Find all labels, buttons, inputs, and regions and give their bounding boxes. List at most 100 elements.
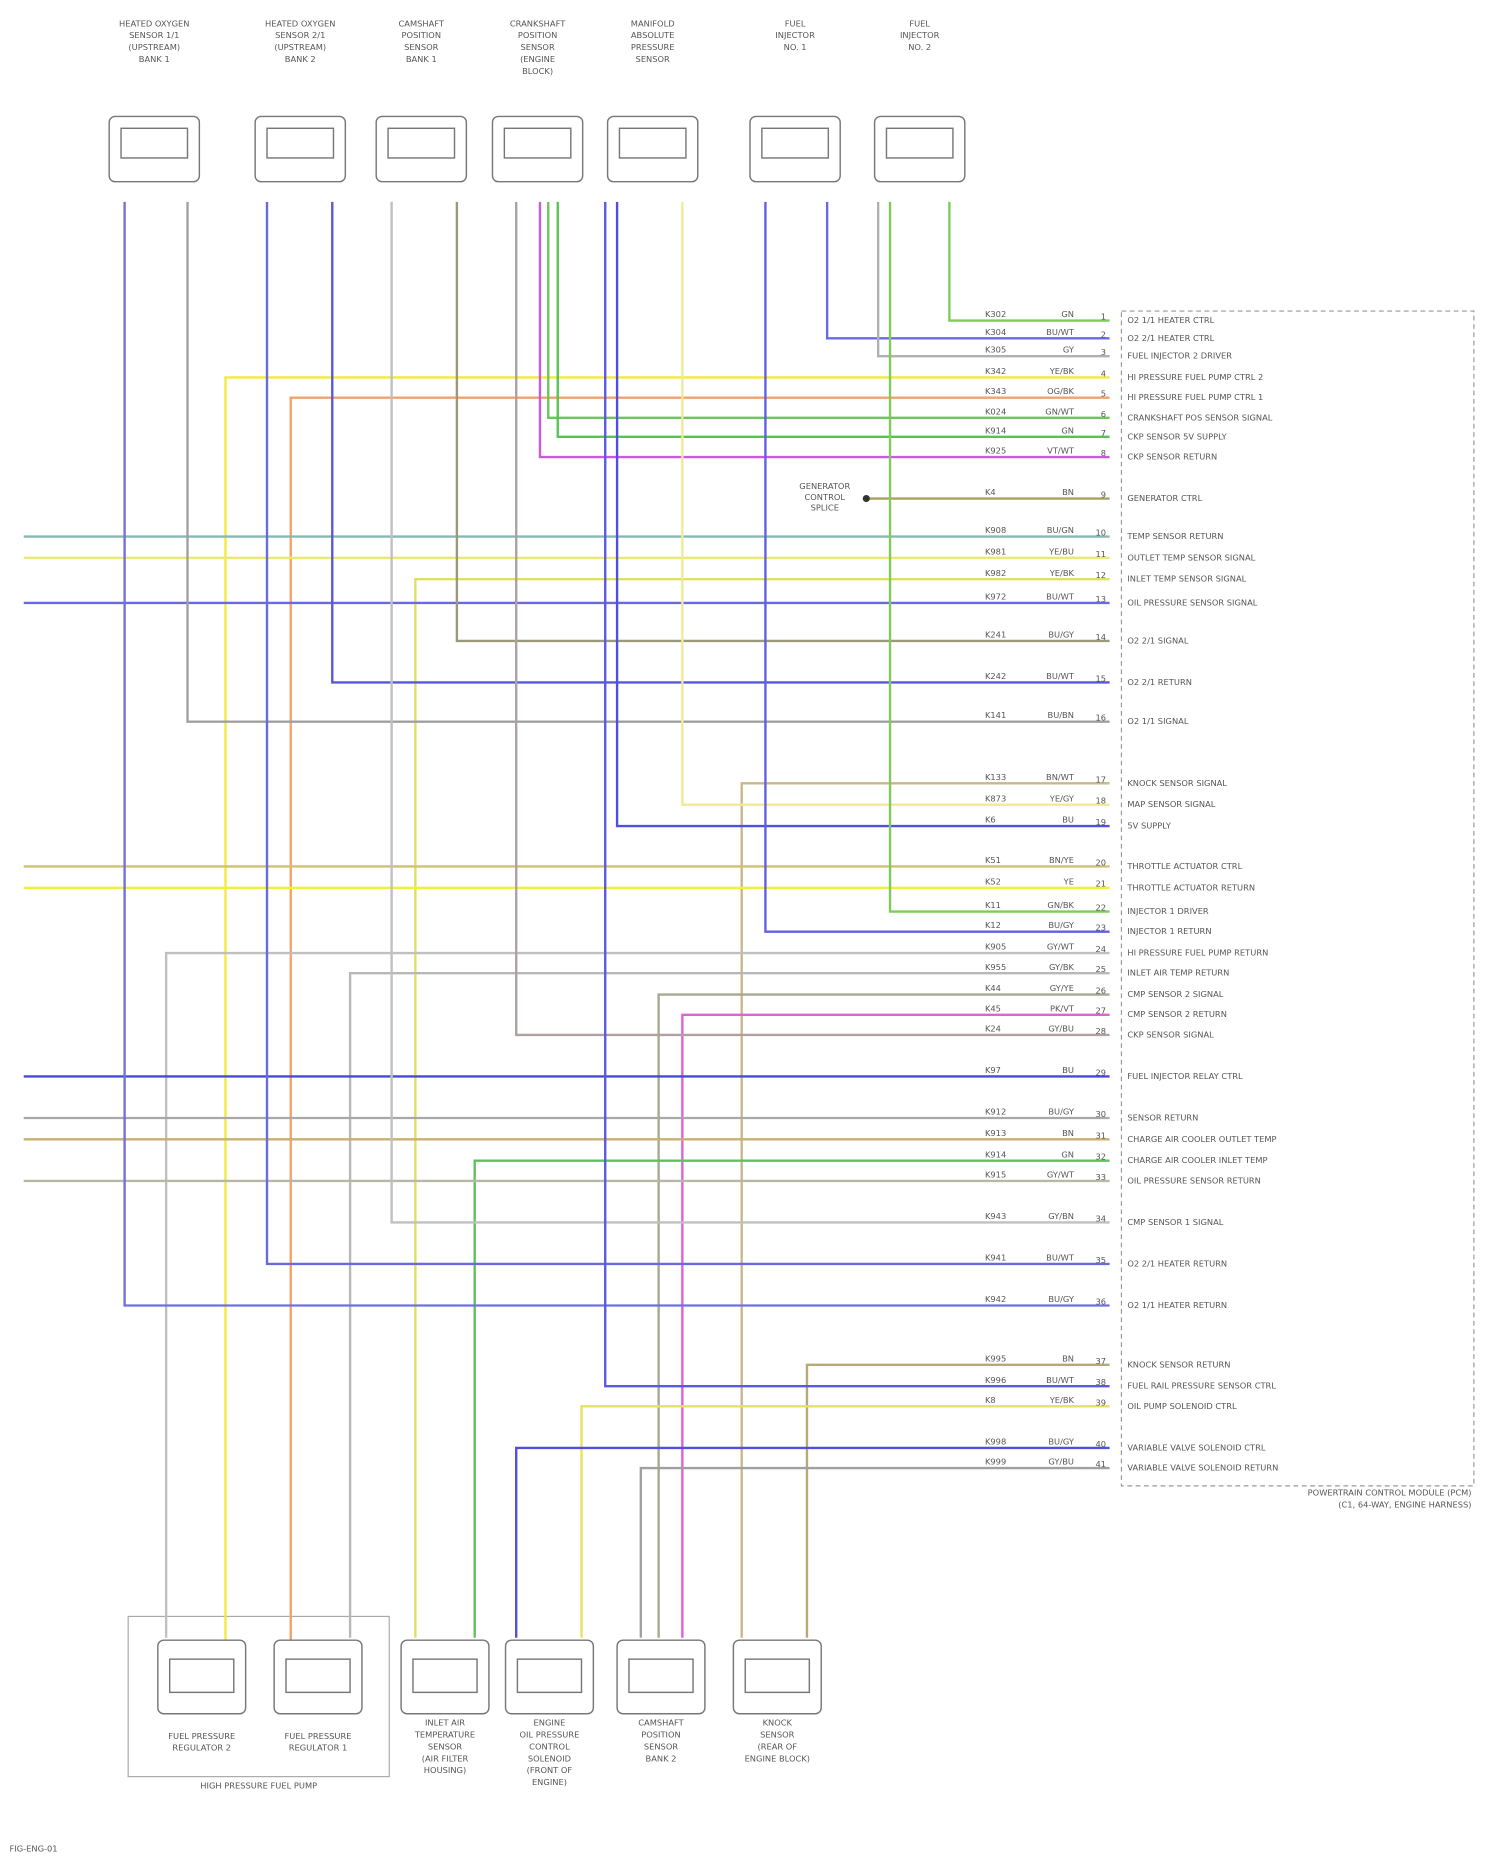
connector-body — [387, 127, 456, 159]
circuit-code: K943 — [985, 1211, 1006, 1221]
circuit-code: K97 — [985, 1065, 1001, 1075]
wire — [580, 1405, 1110, 1638]
pin-function: INJECTOR 1 RETURN — [1127, 926, 1211, 936]
wire — [538, 201, 1110, 459]
wire-color: YE/BK — [1049, 568, 1075, 578]
wire — [948, 201, 1110, 322]
wire — [515, 1446, 1110, 1638]
circuit-code: K925 — [985, 446, 1006, 456]
pin-function: KNOCK SENSOR RETURN — [1127, 1359, 1230, 1369]
component-label: SENSOR — [404, 42, 439, 52]
pin-number: 10 — [1095, 527, 1106, 537]
circuit-code: K241 — [985, 630, 1006, 640]
circuit-code: K305 — [985, 345, 1006, 355]
circuit-code: K302 — [985, 309, 1006, 319]
wire-color: VT/WT — [1047, 446, 1075, 456]
wire-color: BU — [1062, 1065, 1074, 1075]
pin-number: 32 — [1095, 1152, 1106, 1162]
pin-function: HI PRESSURE FUEL PUMP CTRL 1 — [1127, 392, 1263, 402]
pin-number: 3 — [1101, 347, 1106, 357]
wire — [348, 972, 1110, 1638]
wire-color: BU/BN — [1048, 710, 1074, 720]
component-label: SENSOR — [520, 42, 555, 52]
circuit-code: K908 — [985, 525, 1006, 535]
wire — [556, 201, 1110, 439]
circuit-code: K44 — [985, 983, 1001, 993]
circuit-code: K941 — [985, 1253, 1006, 1263]
pin-function: FUEL INJECTOR RELAY CTRL — [1127, 1071, 1243, 1081]
component-label: HEATED OXYGEN — [265, 18, 335, 28]
wire-color: GN/WT — [1045, 406, 1075, 416]
component-label: SENSOR 2/1 — [275, 30, 325, 40]
wire — [331, 201, 1110, 684]
component-label: (UPSTREAM) — [274, 42, 326, 52]
pin-function: CMP SENSOR 2 RETURN — [1127, 1009, 1227, 1019]
pin-function: VARIABLE VALVE SOLENOID CTRL — [1127, 1442, 1265, 1452]
wire-color: GY/WT — [1047, 1169, 1075, 1179]
component-label: HOUSING) — [424, 1765, 466, 1775]
pin-function: VARIABLE VALVE SOLENOID RETURN — [1127, 1463, 1278, 1473]
component-label: SENSOR 1/1 — [129, 30, 179, 40]
wire-color: GY/BU — [1048, 1023, 1074, 1033]
component-label: SOLENOID — [528, 1753, 571, 1763]
wire — [681, 201, 1110, 806]
circuit-code: K51 — [985, 855, 1001, 865]
component-label: PRESSURE — [631, 42, 675, 52]
pin-number: 41 — [1095, 1459, 1106, 1469]
wire — [604, 201, 1110, 1388]
circuit-code: K6 — [985, 815, 996, 825]
pin-function: 5V SUPPLY — [1127, 821, 1171, 831]
pin-function: CMP SENSOR 1 SIGNAL — [1127, 1217, 1223, 1227]
component-label: INLET AIR — [425, 1718, 465, 1728]
component-label: BANK 2 — [646, 1753, 677, 1763]
pin-number: 40 — [1095, 1439, 1106, 1449]
pin-function: CRANKSHAFT POS SENSOR SIGNAL — [1127, 412, 1272, 422]
wire — [455, 201, 1110, 643]
pin-function: O2 1/1 HEATER CTRL — [1127, 315, 1214, 325]
wire — [265, 201, 1110, 1266]
component-label: CAMSHAFT — [638, 1718, 684, 1728]
pin-function: OIL PUMP SOLENOID CTRL — [1127, 1401, 1237, 1411]
pin-number: 29 — [1095, 1067, 1106, 1077]
wire — [164, 951, 1110, 1638]
pin-function: OIL PRESSURE SENSOR RETURN — [1127, 1175, 1261, 1185]
circuit-code: K995 — [985, 1353, 1006, 1363]
circuit-code: K914 — [985, 1149, 1006, 1159]
pin-number: 19 — [1095, 817, 1106, 827]
wire — [473, 1159, 1110, 1638]
component-label: CONTROL — [529, 1741, 570, 1751]
pin-number: 33 — [1095, 1172, 1106, 1182]
pin-function: TEMP SENSOR RETURN — [1126, 531, 1223, 541]
component-label: (ENGINE — [520, 54, 555, 64]
wire-color: GY/YE — [1050, 983, 1074, 993]
wire — [390, 201, 1110, 1224]
pump-group-label: HIGH PRESSURE FUEL PUMP — [200, 1781, 317, 1791]
connector-body — [516, 1658, 583, 1694]
pin-function: FUEL INJECTOR 2 DRIVER — [1127, 351, 1232, 361]
pin-function: O2 1/1 HEATER RETURN — [1127, 1300, 1227, 1310]
circuit-code: K024 — [985, 406, 1006, 416]
component-label: ABSOLUTE — [631, 30, 675, 40]
pin-number: 11 — [1095, 549, 1106, 559]
component-label: KNOCK — [763, 1718, 793, 1728]
component-label: (UPSTREAM) — [128, 42, 180, 52]
component-label: NO. 1 — [784, 42, 807, 52]
wire — [825, 201, 1110, 340]
wire — [657, 993, 1110, 1638]
component-label: SENSOR — [428, 1741, 463, 1751]
pin-number: 34 — [1095, 1213, 1106, 1223]
wire-color: BN — [1062, 487, 1074, 497]
wire-color: BU/WT — [1046, 671, 1075, 681]
wire-color: YE/BU — [1048, 546, 1074, 556]
component-label: BANK 1 — [406, 54, 437, 64]
circuit-code: K45 — [985, 1003, 1001, 1013]
component-label: HEATED OXYGEN — [119, 18, 189, 28]
pin-function: HI PRESSURE FUEL PUMP RETURN — [1127, 948, 1268, 958]
wire-color: GN — [1061, 309, 1074, 319]
wire-color: BN — [1062, 1128, 1074, 1138]
circuit-code: K304 — [985, 327, 1006, 337]
pin-number: 38 — [1095, 1377, 1106, 1387]
wire-color: GY/BU — [1048, 1457, 1074, 1467]
splice-label: GENERATOR — [799, 481, 850, 491]
